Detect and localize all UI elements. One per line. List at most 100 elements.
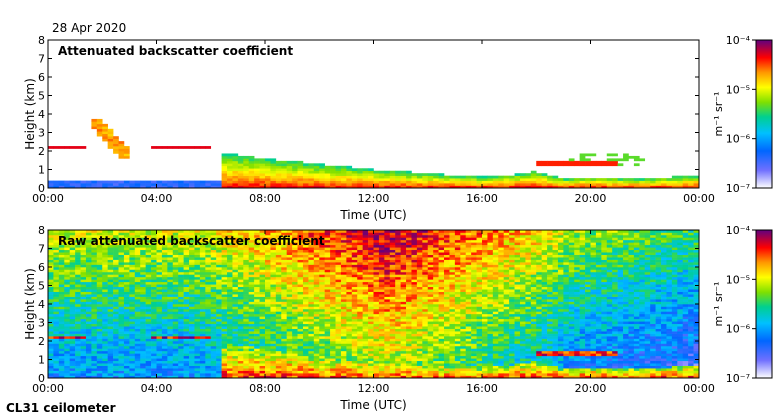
heatmap-cell: [129, 281, 136, 285]
heatmap-cell: [123, 313, 130, 317]
heatmap-cell: [335, 373, 342, 376]
heatmap-cell: [134, 348, 141, 352]
heatmap-cell: [129, 363, 136, 366]
heatmap-cell: [319, 296, 325, 300]
heatmap-cell: [243, 160, 250, 164]
heatmap-cell: [227, 323, 233, 327]
heatmap-cell: [96, 294, 103, 297]
heatmap-cell: [389, 360, 396, 364]
heatmap-cell: [156, 254, 163, 258]
heatmap-cell: [64, 341, 70, 344]
heatmap-cell: [623, 153, 629, 157]
heatmap-cell: [373, 296, 380, 300]
heatmap-cell: [161, 185, 168, 188]
heatmap-cell: [129, 180, 136, 184]
heatmap-cell: [368, 365, 374, 369]
heatmap-cell: [123, 284, 130, 288]
heatmap-cell: [75, 254, 81, 258]
heatmap-cell: [265, 249, 271, 253]
heatmap-cell: [80, 254, 87, 258]
heatmap-cell: [346, 284, 353, 288]
heatmap-cell: [237, 281, 244, 285]
heatmap-cell: [384, 343, 391, 347]
heatmap-cell: [530, 178, 537, 181]
heatmap-cell: [275, 311, 282, 315]
heatmap-cell: [53, 237, 60, 241]
heatmap-cell: [460, 180, 467, 184]
heatmap-cell: [199, 308, 206, 312]
heatmap-cell: [75, 232, 81, 236]
heatmap-cell: [378, 360, 385, 364]
heatmap-cell: [384, 365, 391, 369]
heatmap-cell: [281, 180, 287, 184]
heatmap-cell: [275, 360, 282, 364]
colorbar-unit-label: m⁻¹ sr⁻¹: [712, 92, 725, 137]
heatmap-cell: [270, 185, 277, 188]
heatmap-cell: [151, 301, 157, 305]
heatmap-cell: [259, 296, 266, 300]
heatmap-cell: [194, 284, 201, 288]
heatmap-cell: [156, 267, 163, 270]
heatmap-cell: [308, 284, 315, 288]
heatmap-cell: [400, 239, 407, 243]
heatmap-cell: [362, 365, 369, 369]
heatmap-cell: [384, 326, 391, 329]
heatmap-cell: [75, 338, 81, 342]
heatmap-cell: [183, 252, 190, 255]
heatmap-cell: [96, 274, 103, 278]
heatmap-cell: [395, 363, 401, 366]
heatmap-cell: [650, 180, 656, 184]
heatmap-cell: [378, 264, 385, 268]
heatmap-cell: [178, 360, 184, 364]
heatmap-cell: [145, 328, 152, 332]
heatmap-cell: [406, 336, 412, 339]
heatmap-cell: [48, 306, 54, 310]
heatmap-cell: [243, 355, 250, 359]
heatmap-cell: [205, 286, 212, 290]
heatmap-cell: [378, 326, 385, 329]
heatmap-cell: [58, 252, 65, 255]
heatmap-cell: [216, 306, 222, 310]
heatmap-cell: [378, 244, 385, 248]
heatmap-cell: [85, 363, 92, 366]
heatmap-cell: [75, 323, 81, 327]
heatmap-cell: [384, 178, 391, 181]
heatmap-cell: [313, 358, 320, 362]
heatmap-cell: [612, 163, 618, 167]
heatmap-cell: [161, 234, 168, 238]
heatmap-cell: [270, 170, 277, 174]
heatmap-cell: [324, 274, 331, 278]
heatmap-cell: [189, 368, 195, 371]
heatmap-cell: [189, 289, 195, 292]
heatmap-cell: [313, 230, 320, 233]
heatmap-cell: [373, 252, 380, 255]
heatmap-cell: [64, 284, 70, 288]
heatmap-cell: [134, 316, 141, 320]
heatmap-cell: [362, 308, 369, 312]
heatmap-cell: [145, 338, 152, 342]
heatmap-cell: [69, 276, 76, 280]
heatmap-cell: [406, 353, 412, 357]
heatmap-cell: [357, 279, 363, 283]
heatmap-cell: [134, 365, 141, 369]
heatmap-cell: [308, 348, 315, 352]
heatmap-cell: [324, 373, 331, 376]
heatmap-cell: [302, 328, 309, 332]
heatmap-cell: [275, 350, 282, 354]
heatmap-cell: [189, 264, 195, 268]
heatmap-cell: [183, 267, 190, 270]
heatmap-cell: [281, 281, 287, 285]
heatmap-cell: [302, 289, 309, 292]
heatmap-cell: [275, 170, 282, 174]
heatmap-cell: [519, 178, 526, 181]
heatmap-cell: [134, 271, 141, 275]
heatmap-cell: [134, 237, 141, 241]
heatmap-cell: [416, 365, 423, 369]
heatmap-cell: [227, 232, 233, 236]
heatmap-cell: [129, 355, 136, 359]
heatmap-cell: [623, 155, 629, 159]
heatmap-cell: [400, 257, 407, 260]
heatmap-cell: [368, 373, 374, 376]
heatmap-cell: [113, 296, 119, 300]
heatmap-cell: [324, 289, 331, 292]
